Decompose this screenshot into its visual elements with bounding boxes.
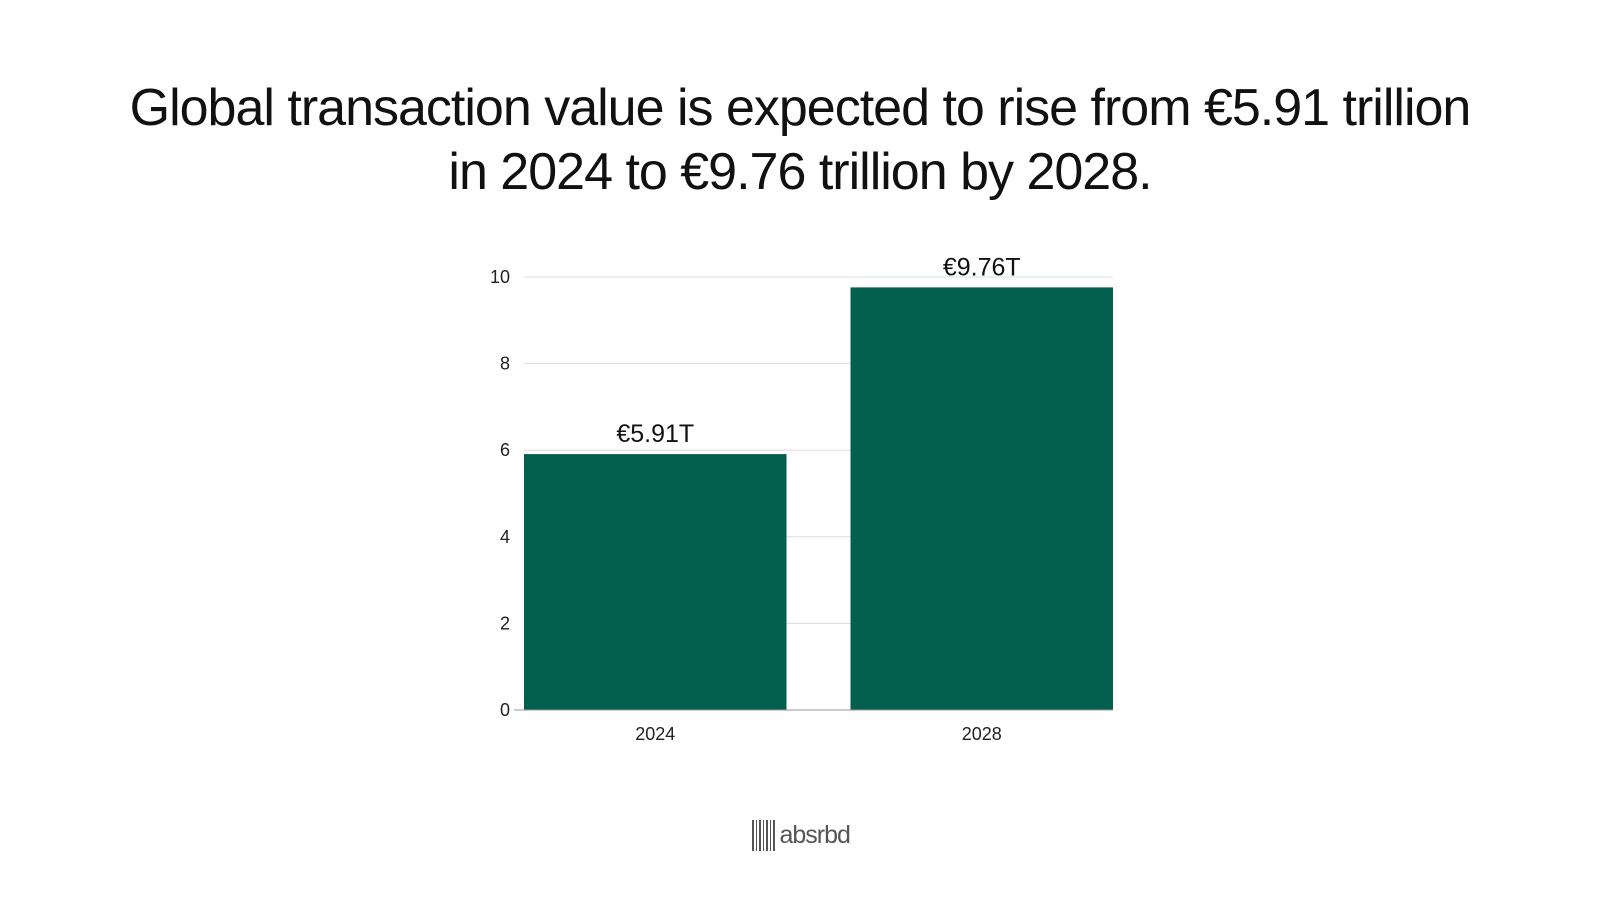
barcode-icon <box>752 819 777 851</box>
y-tick-label: 6 <box>500 440 510 460</box>
x-tick-label-2028: 2028 <box>962 724 1002 744</box>
labels: 0 2 4 6 8 10 €5.91T 2024 €9.76T 2028 <box>490 253 1021 744</box>
brand-logo: absrbd <box>752 819 851 851</box>
x-tick-label-2024: 2024 <box>635 724 675 744</box>
chart-headline: Global transaction value is expected to … <box>129 79 1472 201</box>
bars <box>524 287 1113 710</box>
data-label-2024: €5.91T <box>616 420 694 448</box>
bar-2024 <box>524 454 787 710</box>
y-tick-label: 4 <box>500 527 510 547</box>
bar-2028 <box>850 287 1113 710</box>
brand-name: absrbd <box>779 820 851 849</box>
y-tick-label: 10 <box>490 267 510 287</box>
y-tick-label: 2 <box>500 613 510 633</box>
y-tick-label: 0 <box>500 700 510 720</box>
data-label-2028: €9.76T <box>943 253 1021 281</box>
y-tick-label: 8 <box>500 354 510 374</box>
